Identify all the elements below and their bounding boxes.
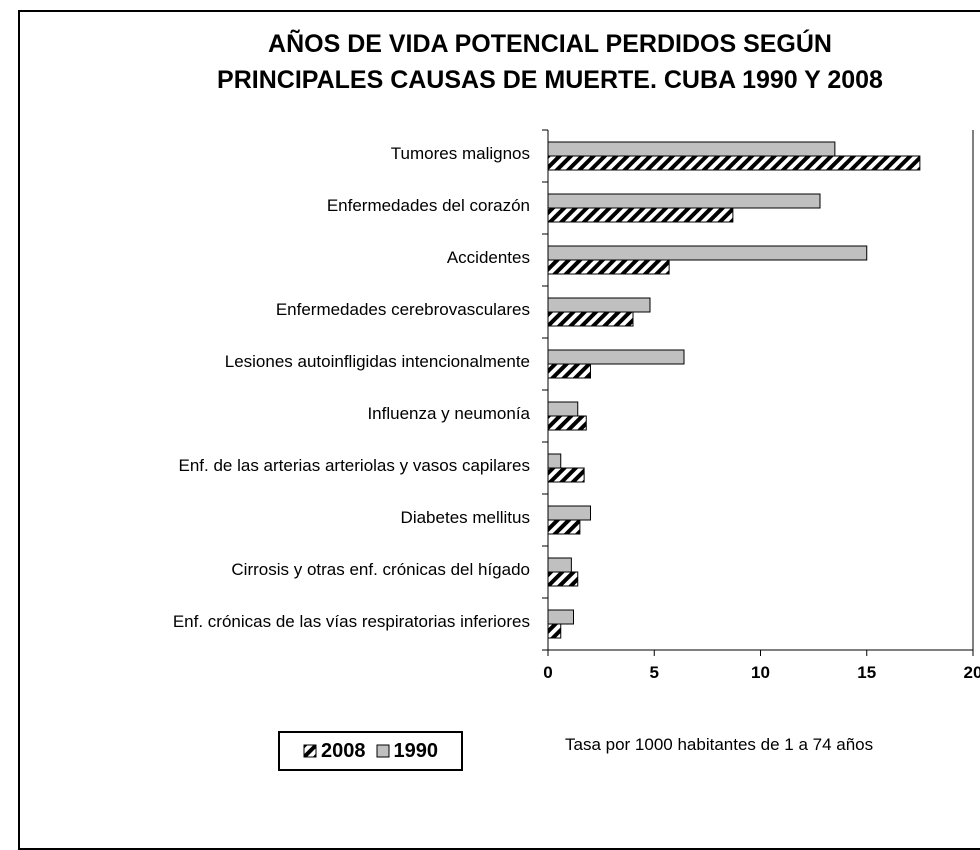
title-line: PRINCIPALES CAUSAS DE MUERTE. CUBA 1990 … xyxy=(217,66,883,94)
category-label: Lesiones autoinfligidas intencionalmente xyxy=(224,352,530,371)
legend-label: 1990 xyxy=(393,739,439,762)
category-label: Influenza y neumonía xyxy=(367,404,530,423)
legend-item: 1990 xyxy=(376,739,439,763)
bar xyxy=(547,401,579,417)
bar xyxy=(547,207,734,223)
bar xyxy=(547,571,579,587)
category-label: Cirrosis y otras enf. crónicas del hígad… xyxy=(231,560,530,579)
x-tick-label: 0 xyxy=(543,663,552,682)
page: AÑOS DE VIDA POTENCIAL PERDIDOS SEGÚN PRI… xyxy=(18,10,980,850)
category-label: Diabetes mellitus xyxy=(400,508,530,527)
category-label: Enf. crónicas de las vías respiratorias … xyxy=(172,612,530,631)
bar xyxy=(547,155,921,171)
legend-swatch xyxy=(303,744,317,758)
bar xyxy=(547,297,651,313)
bar xyxy=(547,415,587,431)
bar xyxy=(547,311,634,327)
x-tick-label: 10 xyxy=(751,663,770,682)
category-label: Accidentes xyxy=(446,248,530,267)
bar xyxy=(547,505,591,521)
bar xyxy=(547,141,836,157)
legend: 2008 1990 xyxy=(278,731,463,771)
bar xyxy=(547,349,685,365)
legend-item: 2008 xyxy=(303,740,366,763)
bar xyxy=(547,363,591,379)
x-tick-label: 15 xyxy=(857,663,876,682)
bar xyxy=(547,245,868,261)
category-label: Enfermedades del corazón xyxy=(326,196,530,215)
bar xyxy=(547,557,572,573)
x-tick-label: 20 xyxy=(964,663,980,682)
bar xyxy=(547,453,562,469)
category-label: Tumores malignos xyxy=(390,144,530,163)
bar xyxy=(547,467,585,483)
bar xyxy=(547,623,562,639)
x-tick-label: 5 xyxy=(650,663,659,682)
legend-swatch-box xyxy=(303,744,317,758)
bar xyxy=(547,519,581,535)
bar xyxy=(547,259,670,275)
legend-swatch xyxy=(376,744,389,758)
legend-swatch-box xyxy=(376,744,389,758)
legend-label: 2008 xyxy=(321,739,366,762)
category-label: Enfermedades cerebrovasculares xyxy=(275,300,530,319)
bar xyxy=(547,193,821,209)
chart: 0 5 10 15 20 xyxy=(542,129,980,682)
x-axis-title: Tasa por 1000 habitantes de 1 a 74 años xyxy=(565,735,874,754)
category-label: Enf. de las arterias arteriolas y vasos … xyxy=(178,456,531,475)
bar xyxy=(547,609,574,625)
title-line: AÑOS DE VIDA POTENCIAL PERDIDOS SEGÚN xyxy=(268,30,832,58)
chart-title: AÑOS DE VIDA POTENCIAL PERDIDOS SEGÚN PRI… xyxy=(150,26,950,98)
